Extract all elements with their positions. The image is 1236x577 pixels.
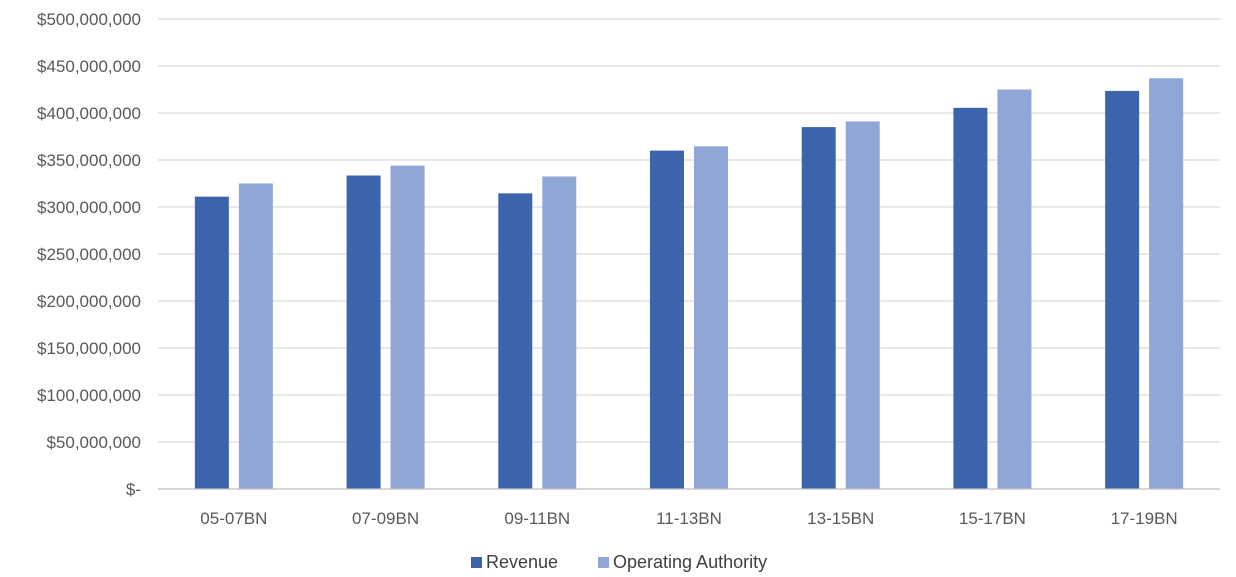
x-tick-label: 07-09BN [352,509,419,528]
legend-swatch [598,557,609,568]
x-tick-label: 15-17BN [959,509,1026,528]
y-tick-label: $300,000,000 [37,198,141,217]
x-axis-ticks: 05-07BN 07-09BN 09-11BN 11-13BN 13-15BN 15-17… [200,509,1177,528]
legend: Revenue Operating Authority [471,552,767,572]
y-tick-label: $400,000,000 [37,104,141,123]
x-tick-label: 13-15BN [807,509,874,528]
bar-revenue [801,127,836,489]
y-tick-label: $- [126,480,141,499]
y-tick-label: $500,000,000 [37,10,141,29]
x-tick-label: 11-13BN [656,509,722,528]
y-tick-label: $100,000,000 [37,386,141,405]
bar-operating-authority [845,121,880,490]
bar-operating-authority [997,89,1032,489]
x-tick-label: 05-07BN [200,509,267,528]
y-axis-ticks: $- $50,000,000 $100,000,000 $150,000,000 $20… [37,10,141,499]
legend-item: Revenue [471,552,558,572]
y-tick-label: $450,000,000 [37,57,141,76]
bar-revenue [498,193,533,489]
bar-revenue [346,175,381,489]
bars [194,78,1184,490]
bar-operating-authority [390,165,425,489]
legend-label: Revenue [486,552,558,572]
y-tick-label: $150,000,000 [37,339,141,358]
x-tick-label: 09-11BN [504,509,570,528]
bar-revenue [194,196,229,489]
bar-revenue [953,107,988,489]
bar-operating-authority [694,146,728,489]
bar-operating-authority [238,183,273,489]
legend-item: Operating Authority [598,552,767,572]
y-tick-label: $50,000,000 [46,433,141,452]
legend-label: Operating Authority [613,552,767,572]
y-tick-label: $350,000,000 [37,151,141,170]
legend-swatch [471,557,482,568]
bar-revenue [650,150,684,489]
y-tick-label: $200,000,000 [37,292,141,311]
bar-operating-authority [542,176,577,489]
bar-revenue [1105,90,1140,489]
y-tick-label: $250,000,000 [37,245,141,264]
bar-operating-authority [1149,78,1184,489]
gridlines [158,18,1220,443]
x-tick-label: 17-19BN [1111,509,1178,528]
